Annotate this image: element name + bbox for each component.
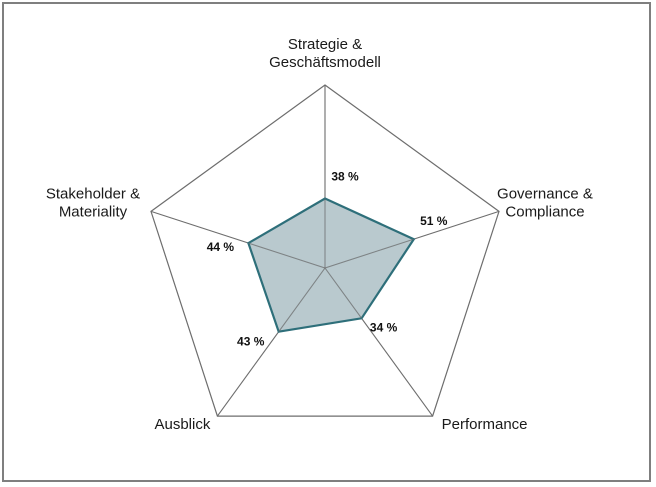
value-label: 51 % bbox=[420, 214, 448, 228]
axis-label-line: Compliance bbox=[505, 203, 584, 220]
axis-label: Governance & Compliance bbox=[497, 185, 593, 220]
label-layer: Strategie & Geschäftsmodell 38 % Governance… bbox=[46, 36, 593, 433]
value-label: 38 % bbox=[331, 170, 359, 184]
axis-label-line: Geschäftsmodell bbox=[269, 54, 381, 71]
series-layer bbox=[247, 197, 416, 333]
radar-spoke-inner bbox=[278, 267, 326, 332]
axis-label: Strategie & Geschäftsmodell bbox=[269, 36, 381, 71]
axis-label-line: Ausblick bbox=[154, 416, 210, 433]
axis-label-line: Stakeholder & bbox=[46, 185, 140, 202]
radar-series-area bbox=[247, 197, 416, 333]
axis-label-line: Governance & bbox=[497, 185, 593, 202]
radar-outer-grid bbox=[150, 84, 500, 417]
axis-label-line: Strategie & bbox=[288, 36, 362, 53]
axis-label-line: Performance bbox=[442, 416, 528, 433]
axis-label: Performance bbox=[442, 416, 528, 433]
value-label: 43 % bbox=[237, 335, 265, 349]
axis-label: Stakeholder & Materiality bbox=[46, 185, 140, 220]
axis-label-line: Materiality bbox=[59, 203, 128, 220]
radar-spoke-inner bbox=[248, 242, 326, 269]
value-label: 44 % bbox=[207, 240, 235, 254]
value-label: 34 % bbox=[370, 320, 398, 334]
axis-label: Ausblick bbox=[154, 416, 210, 433]
radar-spoke-inner bbox=[324, 238, 414, 269]
radar-spoke-inner bbox=[324, 267, 363, 319]
